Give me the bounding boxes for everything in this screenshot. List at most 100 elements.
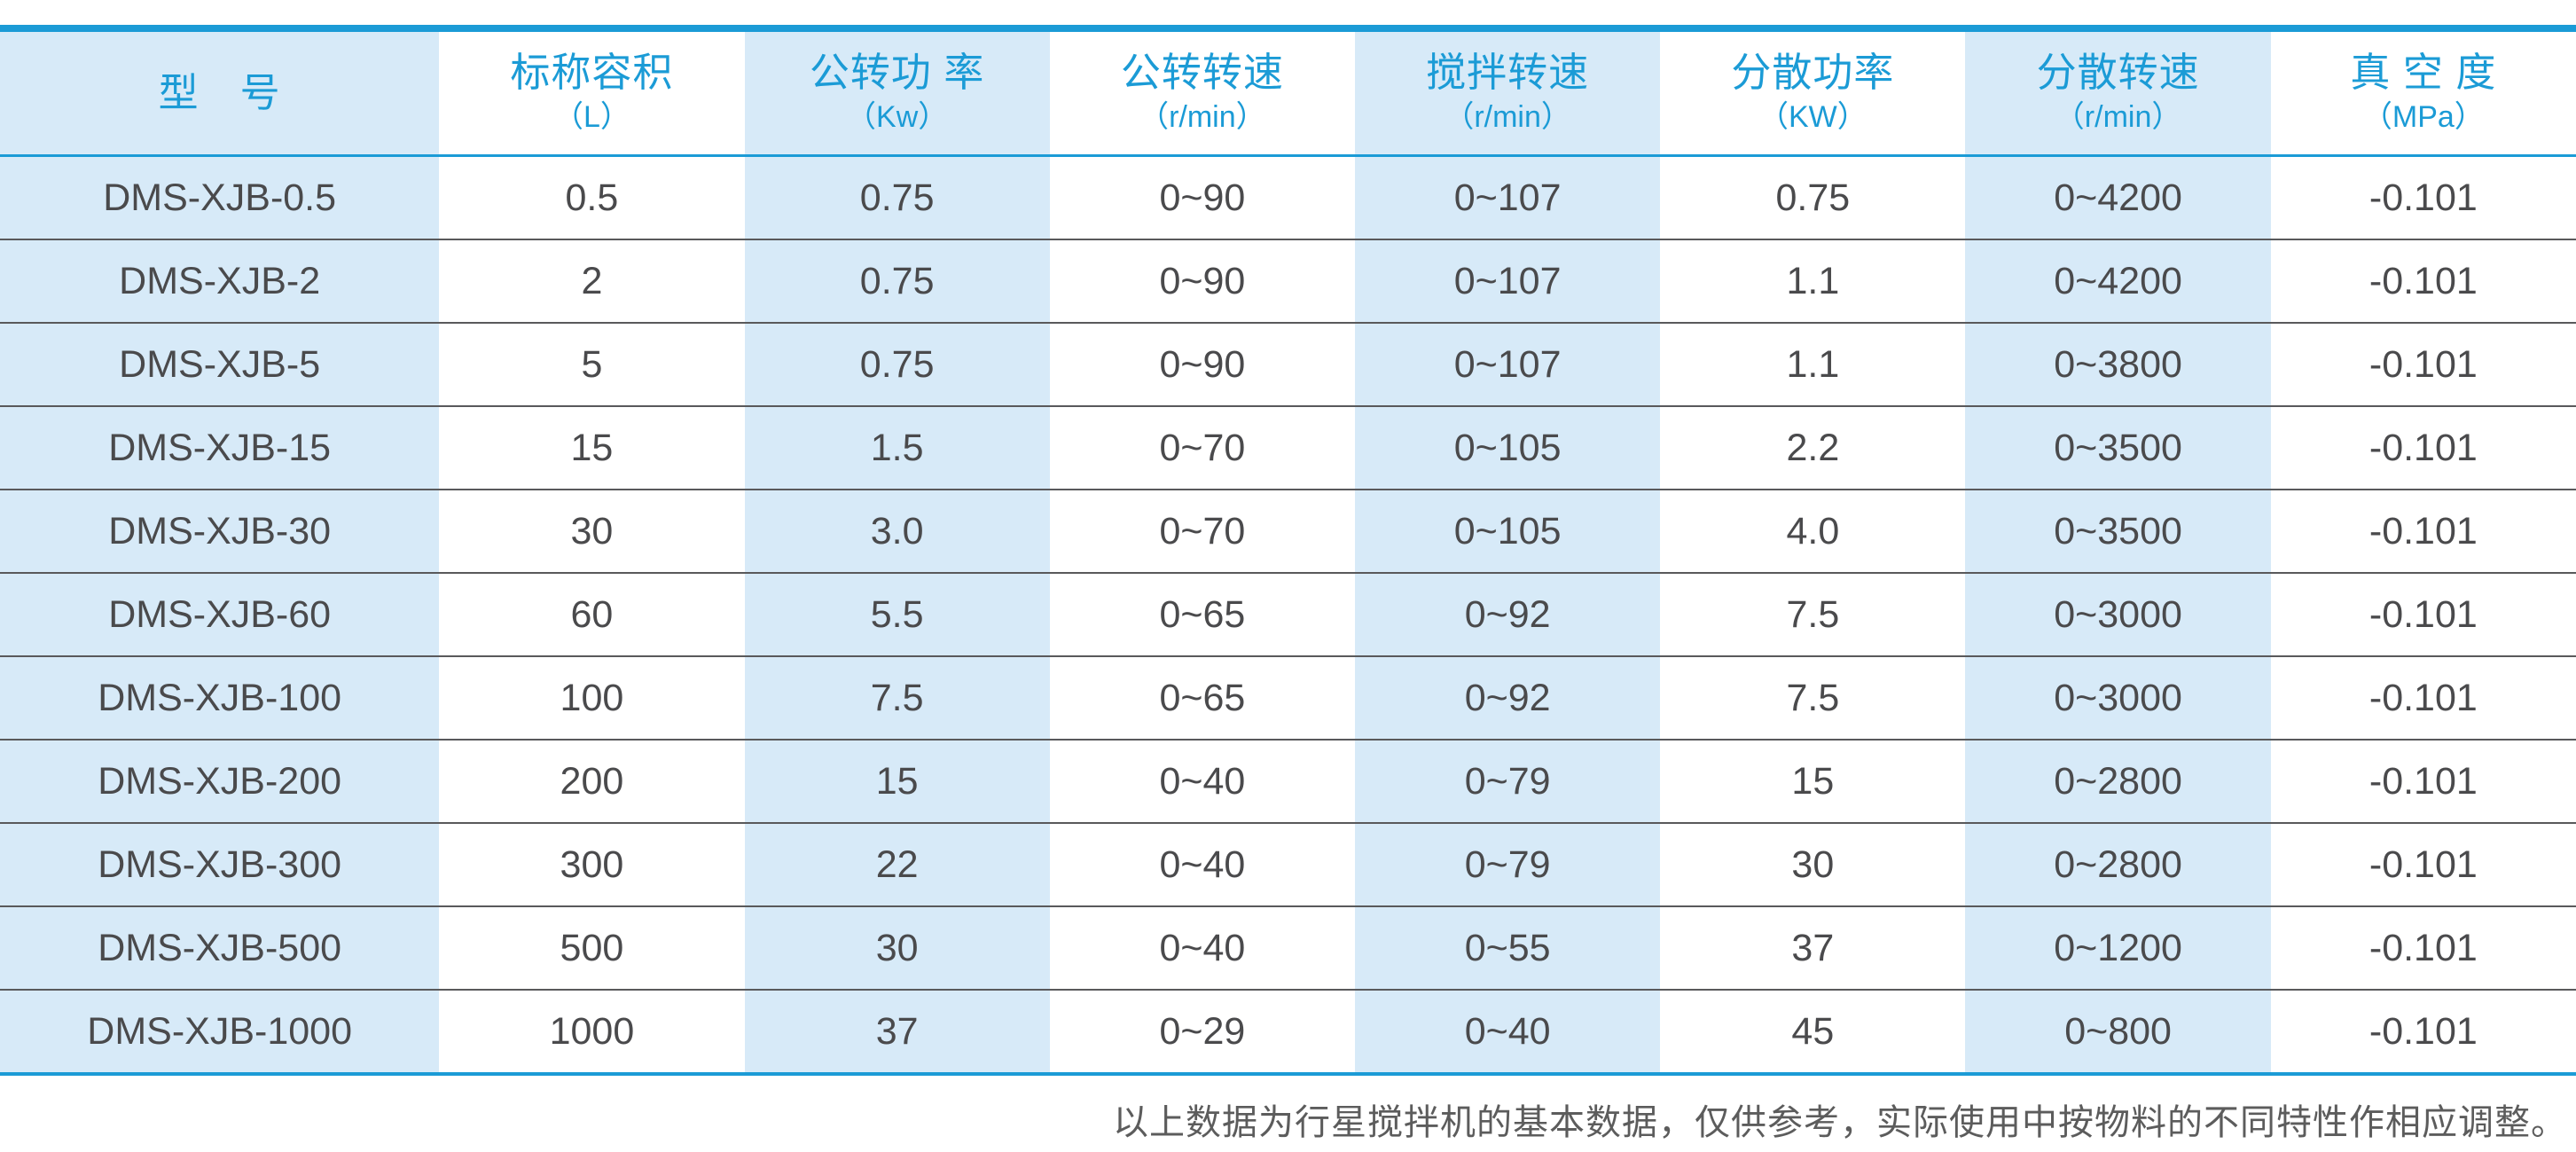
column-title: 搅拌转速 — [1426, 49, 1590, 95]
model-cell: DMS-XJB-200 — [0, 739, 440, 823]
column-unit: （r/min） — [2054, 100, 2182, 135]
revolution-speed-cell: 0~70 — [1049, 489, 1355, 573]
table-row: DMS-XJB-15 15 1.5 0~70 0~105 2.2 0~3500 -0.101 — [0, 405, 2576, 490]
revolution-speed-cell: 0~90 — [1049, 239, 1355, 323]
dispersion-speed-cell: 0~2800 — [1965, 822, 2271, 906]
column-header-revolution-speed: 公转转速 （r/min） — [1049, 28, 1355, 157]
revolution-power-cell: 3.0 — [744, 489, 1050, 573]
model-cell: DMS-XJB-0.5 — [0, 155, 440, 239]
revolution-speed-cell: 0~65 — [1049, 655, 1355, 740]
model-cell: DMS-XJB-15 — [0, 405, 440, 490]
table-row: DMS-XJB-1000 1000 37 0~29 0~40 45 0~800 -0.101 — [0, 989, 2576, 1074]
vacuum-degree-cell: -0.101 — [2270, 655, 2576, 740]
table-row: DMS-XJB-2 2 0.75 0~90 0~107 1.1 0~4200 -0.101 — [0, 239, 2576, 323]
column-title: 标称容积 — [510, 49, 674, 95]
stirring-speed-cell: 0~92 — [1355, 572, 1661, 656]
dispersion-speed-cell: 0~3800 — [1965, 322, 2271, 406]
dispersion-speed-cell: 0~3000 — [1965, 572, 2271, 656]
vacuum-degree-cell: -0.101 — [2270, 905, 2576, 990]
nominal-volume-cell: 0.5 — [565, 176, 619, 219]
revolution-power-cell: 1.5 — [744, 405, 1050, 490]
revolution-speed-cell: 0~65 — [1049, 572, 1355, 656]
revolution-power-cell: 5.5 — [744, 572, 1050, 656]
footnote: 以上数据为行星搅拌机的基本数据，仅供参考，实际使用中按物料的不同特性作相应调整。 — [1113, 1102, 2567, 1143]
nominal-volume-cell: 300 — [439, 822, 745, 906]
dispersion-power-cell: 2.2 — [1660, 405, 1966, 490]
stirring-speed-cell: 0~40 — [1355, 989, 1661, 1074]
model-cell: DMS-XJB-100 — [0, 655, 440, 740]
stirring-speed-cell: 0~107 — [1355, 239, 1661, 323]
table-row: DMS-XJB-60 60 5.5 0~65 0~92 7.5 0~3000 -0.101 — [0, 572, 2576, 656]
dispersion-power-cell: 7.5 — [1660, 572, 1966, 656]
column-unit: （L） — [552, 100, 630, 135]
dispersion-speed-cell: 0~4200 — [1965, 155, 2271, 239]
nominal-volume-cell: 5 — [439, 322, 745, 406]
column-header-nominal-volume: 标称容积 （L） — [439, 28, 745, 157]
model-cell: DMS-XJB-1000 — [0, 989, 440, 1074]
stirring-speed-cell: 0~79 — [1355, 739, 1661, 823]
dispersion-power-cell: 4.0 — [1660, 489, 1966, 573]
dispersion-power-cell: 0.75 — [1775, 176, 1851, 219]
model-cell: DMS-XJB-2 — [0, 239, 440, 323]
column-unit: （KW） — [1758, 100, 1867, 135]
column-header-stirring-speed: 搅拌转速 （r/min） — [1355, 28, 1661, 157]
revolution-power-cell: 0.75 — [744, 239, 1050, 323]
dispersion-power-cell: 30 — [1660, 822, 1966, 906]
table-row: DMS-XJB-500 500 30 0~40 0~55 37 0~1200 -0.101 — [0, 905, 2576, 990]
column-unit: （r/min） — [1444, 100, 1571, 135]
vacuum-degree-cell: -0.101 — [2270, 405, 2576, 490]
column-title: 公转转速 — [1120, 49, 1284, 95]
revolution-power-cell: 7.5 — [744, 655, 1050, 740]
revolution-speed-cell: 0~29 — [1049, 989, 1355, 1074]
column-header-dispersion-speed: 分散转速 （r/min） — [1965, 28, 2271, 157]
revolution-speed-cell: 0~40 — [1049, 905, 1355, 990]
dispersion-power-cell: 1.1 — [1660, 322, 1966, 406]
dispersion-power-cell: 15 — [1660, 739, 1966, 823]
column-title: 真 空 度 — [2350, 49, 2497, 95]
table-header: 型 号 标称容积 （L） 公转功 率 （Kw） 公转转速 （r/min） 搅拌转速 （r/min… — [0, 28, 2576, 157]
dispersion-power-cell: 45 — [1660, 989, 1966, 1074]
column-unit: （r/min） — [1139, 100, 1266, 135]
column-header-vacuum-degree: 真 空 度 （MPa） — [2270, 28, 2576, 157]
column-title: 分散功率 — [1731, 49, 1895, 95]
column-unit: （Kw） — [846, 100, 949, 135]
model-cell: DMS-XJB-300 — [0, 822, 440, 906]
model-cell: DMS-XJB-60 — [0, 572, 440, 656]
nominal-volume-cell: 2 — [439, 239, 745, 323]
revolution-power-cell: 15 — [744, 739, 1050, 823]
stirring-speed-cell: 0~79 — [1355, 822, 1661, 906]
column-title: 型 号 — [158, 69, 281, 115]
revolution-power-cell: 37 — [744, 989, 1050, 1074]
column-header-model: 型 号 — [0, 28, 440, 157]
revolution-speed-cell: 0~70 — [1049, 405, 1355, 490]
spec-table: 型 号 标称容积 （L） 公转功 率 （Kw） 公转转速 （r/min） 搅拌转速 （r/min… — [0, 25, 2576, 1076]
vacuum-degree-cell: -0.101 — [2270, 739, 2576, 823]
vacuum-degree-cell: -0.101 — [2369, 176, 2478, 219]
nominal-volume-cell: 60 — [439, 572, 745, 656]
nominal-volume-cell: 100 — [439, 655, 745, 740]
column-unit: （MPa） — [2361, 100, 2485, 135]
table-row: DMS-XJB-300 300 22 0~40 0~79 30 0~2800 -0.101 — [0, 822, 2576, 906]
table-row: DMS-XJB-5 5 0.75 0~90 0~107 1.1 0~3800 -0.101 — [0, 322, 2576, 406]
stirring-speed-cell: 0~107 — [1355, 322, 1661, 406]
table-row: DMS-XJB-100 100 7.5 0~65 0~92 7.5 0~3000 -0.101 — [0, 655, 2576, 740]
revolution-speed-cell: 0~90 — [1049, 322, 1355, 406]
stirring-speed-cell: 0~107 — [1355, 155, 1661, 239]
dispersion-speed-cell: 0~2800 — [1965, 739, 2271, 823]
dispersion-power-cell: 1.1 — [1660, 239, 1966, 323]
nominal-volume-cell: 30 — [439, 489, 745, 573]
stirring-speed-cell: 0~55 — [1355, 905, 1661, 990]
dispersion-power-cell: 37 — [1660, 905, 1966, 990]
vacuum-degree-cell: -0.101 — [2270, 489, 2576, 573]
model-cell: DMS-XJB-30 — [0, 489, 440, 573]
revolution-speed-cell: 0~40 — [1049, 739, 1355, 823]
vacuum-degree-cell: -0.101 — [2270, 572, 2576, 656]
revolution-power-cell: 0.75 — [744, 155, 1050, 239]
vacuum-degree-cell: -0.101 — [2270, 322, 2576, 406]
table-row: DMS-XJB-30 30 3.0 0~70 0~105 4.0 0~3500 -0.101 — [0, 489, 2576, 573]
model-cell: DMS-XJB-5 — [0, 322, 440, 406]
column-header-revolution-power: 公转功 率 （Kw） — [744, 28, 1050, 157]
dispersion-power-cell: 7.5 — [1660, 655, 1966, 740]
stirring-speed-cell: 0~92 — [1355, 655, 1661, 740]
product-spec-page: 型 号 标称容积 （L） 公转功 率 （Kw） 公转转速 （r/min） 搅拌转速 （r/min… — [0, 25, 2576, 1145]
